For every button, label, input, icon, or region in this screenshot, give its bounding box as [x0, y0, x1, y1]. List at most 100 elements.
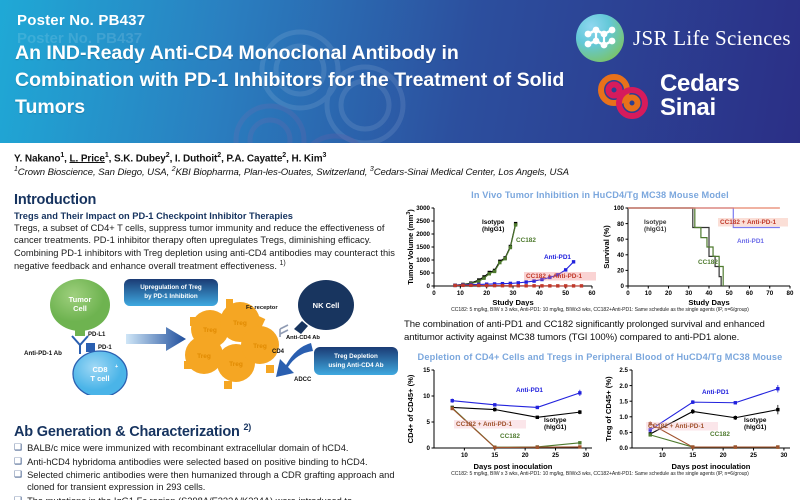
svg-text:CC182 + Anti-PD-1: CC182 + Anti-PD-1: [456, 421, 512, 428]
svg-text:15: 15: [491, 452, 498, 459]
svg-text:10: 10: [461, 452, 468, 459]
introduction-body-text: Tregs, a subset of CD4+ T cells, suppres…: [14, 223, 395, 272]
svg-text:5: 5: [427, 419, 431, 426]
svg-text:40: 40: [706, 290, 713, 297]
pd1-receptor-icon: [86, 342, 95, 352]
svg-text:20: 20: [483, 290, 490, 297]
cd4-label: CD4: [272, 349, 285, 355]
svg-text:2000: 2000: [416, 231, 430, 238]
cedars-sinai-logo: Cedars Sinai: [594, 70, 740, 122]
svg-text:15: 15: [689, 452, 696, 459]
svg-text:1.5: 1.5: [619, 398, 628, 405]
introduction-ref: 1): [279, 260, 286, 268]
svg-text:Tumor Volume (mm3): Tumor Volume (mm3): [406, 209, 415, 285]
svg-text:10: 10: [645, 290, 652, 297]
svg-text:(hIgG1): (hIgG1): [482, 226, 504, 233]
chart-tumor-volume: 0 500 1000 1500 2000 2500 3000 0 10 20 30 40 50 60 Tum…: [404, 202, 598, 306]
svg-text:30: 30: [780, 452, 787, 459]
depletion-fine-print: CC182: 5 mg/kg, BIW x 3 wks, Anti-PD1: 1…: [451, 470, 749, 477]
invivo-summary-paragraph: The combination of anti-PD1 and CC182 si…: [404, 319, 765, 344]
svg-text:10: 10: [423, 393, 430, 400]
svg-text:0.0: 0.0: [619, 445, 628, 452]
svg-text:Survival (%): Survival (%): [602, 225, 611, 269]
nk-cell-shape: [298, 279, 354, 330]
svg-text:20: 20: [617, 268, 624, 275]
pdl1-label: PD-L1: [88, 332, 106, 338]
svg-text:CC182 + Anti-PD-1: CC182 + Anti-PD-1: [720, 219, 776, 226]
right-column: In Vivo Tumor Inhibition in HuCD4/Tg MC3…: [404, 190, 796, 477]
list-item: ❑ Selected chimeric antibodies were then …: [14, 469, 400, 494]
svg-text:15: 15: [423, 367, 430, 374]
checkbox-icon: ❑: [14, 494, 23, 500]
mechanism-diagram: Tumor Cell PD-L1 CD8 + T cell PD-1 Anti-…: [14, 277, 400, 395]
svg-text:T cell: T cell: [90, 374, 109, 383]
svg-text:Treg: Treg: [203, 327, 217, 334]
list-item-text: Selected chimeric antibodies were then h…: [27, 470, 395, 493]
introduction-subheading: Tregs and Their Impact on PD-1 Checkpoin…: [14, 211, 293, 221]
treg-cluster: Treg Treg Treg Treg Treg: [184, 298, 279, 389]
anti-pd1-ab-label: Anti-PD-1 Ab: [24, 350, 62, 357]
svg-text:70: 70: [766, 290, 773, 297]
svg-text:Isotype: Isotype: [482, 219, 505, 226]
ab-generation-heading-text: Ab Generation & Characterization: [14, 423, 240, 440]
svg-text:Anti-PD1: Anti-PD1: [737, 238, 764, 245]
svg-text:CC182 + Anti-PD-1: CC182 + Anti-PD-1: [648, 423, 704, 430]
svg-text:(hIgG1): (hIgG1): [544, 424, 566, 431]
depletion-label-1: Treg Depletion: [334, 353, 378, 360]
invivo-fine-print: CC182: 5 mg/kg, BIW x 3 wks, Anti-PD1: 1…: [451, 307, 749, 313]
tumor-cell-label: Tumor: [69, 295, 92, 304]
svg-text:Anti-PD1: Anti-PD1: [544, 254, 571, 261]
svg-text:0: 0: [621, 283, 625, 290]
svg-text:80: 80: [617, 221, 624, 228]
depletion-chart-row: 0 5 10 15 10 15 20 25 30 CD4+ of CD45+ (%) Days po…: [404, 364, 796, 470]
invivo-panel-title: In Vivo Tumor Inhibition in HuCD4/Tg MC3…: [471, 190, 729, 200]
adcc-label: ADCC: [294, 377, 312, 383]
list-item-text: BALB/c mice were immunized with recombin…: [27, 443, 349, 454]
jsr-logo-text: JSR Life Sciences: [633, 25, 791, 50]
svg-text:40: 40: [536, 290, 543, 297]
svg-text:20: 20: [720, 452, 727, 459]
depletion-panel-title: Depletion of CD4+ Cells and Tregs in Per…: [417, 351, 783, 362]
svg-text:2.5: 2.5: [619, 367, 628, 374]
anti-cd4-antibody-icon: [279, 323, 289, 337]
fc-receptor-icon: [294, 320, 308, 334]
svg-text:Days post inoculation: Days post inoculation: [474, 462, 553, 470]
svg-text:CC182: CC182: [500, 433, 520, 440]
svg-text:25: 25: [552, 452, 559, 459]
svg-text:60: 60: [617, 236, 624, 243]
jsr-life-sciences-logo: JSR Life Sciences: [576, 14, 791, 62]
cedars-line2: Sinai: [660, 94, 716, 121]
svg-text:40: 40: [617, 252, 624, 259]
upregulation-label-1: Upregulation of Treg: [140, 284, 202, 291]
author-list: Y. Nakano1, L. Price1, S.K. Dubey2, I. D…: [14, 152, 327, 165]
svg-text:100: 100: [614, 205, 625, 212]
svg-text:60: 60: [746, 290, 753, 297]
svg-text:Cell: Cell: [73, 304, 87, 313]
svg-text:25: 25: [750, 452, 757, 459]
checkbox-icon: ❑: [14, 442, 23, 453]
poster-number: Poster No. PB437: [17, 12, 146, 29]
list-item: ❑ Anti-hCD4 hybridoma antibodies were sel…: [14, 456, 400, 468]
svg-text:50: 50: [562, 290, 569, 297]
svg-text:60: 60: [589, 290, 596, 297]
svg-text:Treg of CD45+ (%): Treg of CD45+ (%): [604, 376, 613, 442]
svg-text:Isotype: Isotype: [544, 417, 567, 424]
list-item: ❑ BALB/c mice were immunized with recombi…: [14, 442, 400, 454]
svg-text:Study Days: Study Days: [492, 298, 533, 306]
svg-text:3000: 3000: [416, 205, 430, 212]
svg-text:10: 10: [457, 290, 464, 297]
depletion-callout-box: [314, 346, 398, 375]
checkbox-icon: ❑: [14, 469, 23, 480]
svg-text:2500: 2500: [416, 218, 430, 225]
svg-text:20: 20: [522, 452, 529, 459]
svg-text:(hIgG1): (hIgG1): [744, 424, 766, 431]
svg-text:0: 0: [427, 445, 431, 452]
depletion-label-2: using Anti-CD4 Ab: [328, 362, 383, 369]
cd8-tcell-label: CD8: [92, 365, 107, 374]
left-column: Introduction Tregs and Their Impact on P…: [14, 192, 400, 500]
svg-text:20: 20: [665, 290, 672, 297]
poster-header-banner: Poster No. PB437 Poster No. PB437 An IND…: [0, 0, 800, 143]
chart-survival: 0 20 40 60 80 100 0 10 20 30 40 50 60 70 80 Survival (%…: [602, 202, 796, 306]
svg-text:0: 0: [626, 290, 630, 297]
